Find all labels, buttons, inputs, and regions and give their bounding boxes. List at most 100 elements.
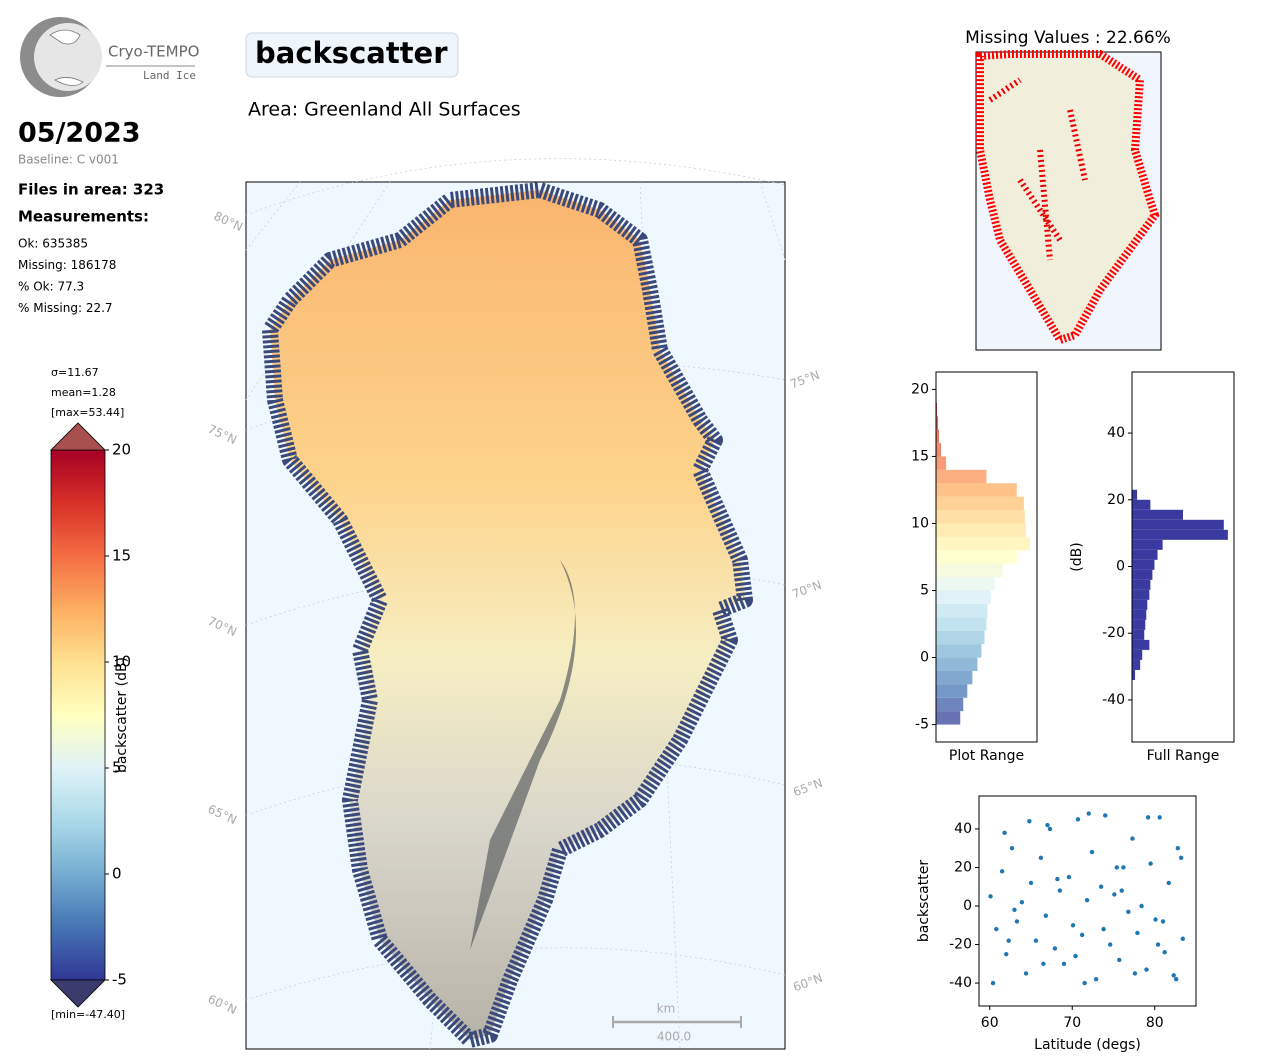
scatter-point <box>1178 855 1184 861</box>
histogram-bar <box>936 684 968 698</box>
scatter-point <box>1098 884 1104 889</box>
histogram-bar <box>936 670 973 685</box>
histogram-bar <box>936 550 1017 564</box>
date: 05/2023 <box>18 118 141 149</box>
measurements: Measurements: <box>18 208 149 226</box>
scatter-point <box>1047 826 1053 832</box>
scatter-point <box>1086 811 1091 816</box>
histogram-bar <box>1132 499 1151 510</box>
scale-value: 400.0 <box>657 1030 691 1044</box>
y-tick-label: 0 <box>963 898 972 914</box>
scatter-point <box>1112 892 1117 897</box>
missing-title: Missing Values : 22.66% <box>965 28 1171 48</box>
y-tick-label: 20 <box>954 859 972 875</box>
stat: % Missing: 22.7 <box>18 301 113 315</box>
histogram-bar <box>1132 609 1147 620</box>
x-tick-label: 70 <box>1063 1015 1081 1031</box>
y-tick-label: 0 <box>920 650 929 666</box>
histogram-bar <box>936 402 938 417</box>
scatter-point <box>994 926 999 932</box>
histogram-bar <box>936 429 940 444</box>
histogram-bar <box>1132 489 1138 500</box>
colorbar-extend-max <box>50 422 106 451</box>
scatter-point <box>1066 874 1072 880</box>
x-axis-label: Full Range <box>1147 748 1220 764</box>
scatter-point <box>1061 961 1067 967</box>
scatter-point <box>1135 930 1140 936</box>
colorbar-stat: σ=11.67 <box>51 366 99 379</box>
scatter-point <box>1139 903 1144 909</box>
scatter-point <box>1162 950 1167 955</box>
histogram-bar <box>936 456 947 470</box>
scatter-point <box>1121 865 1126 870</box>
scatter-point <box>1028 880 1034 886</box>
colorbar-min: [min=-47.40] <box>51 1008 125 1021</box>
histogram-bar <box>1132 519 1224 530</box>
y-tick-label: 20 <box>911 381 929 397</box>
histogram-bar <box>1132 529 1228 540</box>
lat-label: 60°N <box>206 992 239 1017</box>
y-tick-label: -40 <box>949 975 972 991</box>
histogram-bar <box>1132 589 1150 600</box>
y-tick-label: -20 <box>1102 625 1125 641</box>
colorbar-tick-label: 15 <box>112 547 131 565</box>
missing-map <box>975 50 1162 351</box>
histogram-bar <box>936 510 1025 524</box>
y-tick-label: 15 <box>911 448 929 464</box>
scatter-point <box>1117 957 1122 963</box>
stat: Missing: 186178 <box>18 258 116 272</box>
histogram-bar <box>936 523 1026 537</box>
lat-label: 60°N <box>791 971 824 995</box>
scale-unit: km <box>657 1002 676 1016</box>
histogram-bar <box>936 697 964 712</box>
histogram-bar <box>936 443 942 457</box>
lat-label: 75°N <box>206 422 239 447</box>
y-tick-label: 5 <box>920 583 929 599</box>
area: Area: Greenland All Surfaces <box>248 99 521 121</box>
y-tick-label: 10 <box>911 515 929 531</box>
histogram-bar <box>1132 569 1153 580</box>
histogram-bar <box>936 603 988 618</box>
histogram-bar <box>936 577 995 591</box>
logo-sub: Land Ice <box>143 69 196 82</box>
scatter-point <box>1019 899 1025 905</box>
histogram-bar <box>936 483 1017 497</box>
x-axis-label: Plot Range <box>949 748 1024 764</box>
histogram-bar <box>936 496 1024 511</box>
histogram-bar <box>936 617 987 631</box>
scatter-point <box>1043 913 1049 918</box>
histogram-bar <box>1132 649 1143 660</box>
histogram-bar <box>936 657 978 671</box>
scatter-point <box>1130 836 1135 841</box>
scatter-point <box>999 869 1005 874</box>
y-tick-label: -40 <box>1102 692 1125 708</box>
colorbar-extend-min <box>50 979 106 1008</box>
map <box>245 158 786 1050</box>
histogram-bar <box>1132 659 1141 670</box>
histogram-bar <box>1132 639 1150 650</box>
y-axis-label: (dB) <box>1069 542 1085 571</box>
scatter-point <box>1082 980 1087 986</box>
scatter-point <box>988 894 993 899</box>
scatter-point <box>1132 971 1138 976</box>
lat-label: 70°N <box>790 578 823 602</box>
histogram-bar <box>1132 549 1158 560</box>
scatter-point <box>1002 830 1007 835</box>
colorbar-tick-label: -5 <box>112 971 127 989</box>
histogram-bar <box>936 590 991 604</box>
title-box <box>245 32 459 78</box>
histogram-bar <box>936 711 961 725</box>
scatter-point <box>1033 938 1039 943</box>
scatter-point <box>1052 946 1058 951</box>
title: backscatter <box>255 36 448 70</box>
histogram-bar <box>1132 629 1145 640</box>
scatter-point <box>1175 846 1181 851</box>
scatter-point <box>1101 926 1106 932</box>
y-tick-label: -5 <box>915 717 929 733</box>
colorbar-tick-label: 10 <box>112 653 131 671</box>
scatter-point <box>1045 822 1050 828</box>
colorbar-tick-label: 5 <box>112 759 122 777</box>
y-tick-label: -20 <box>949 937 972 953</box>
scatter-point <box>1070 923 1076 928</box>
scatter-point <box>1012 907 1017 913</box>
